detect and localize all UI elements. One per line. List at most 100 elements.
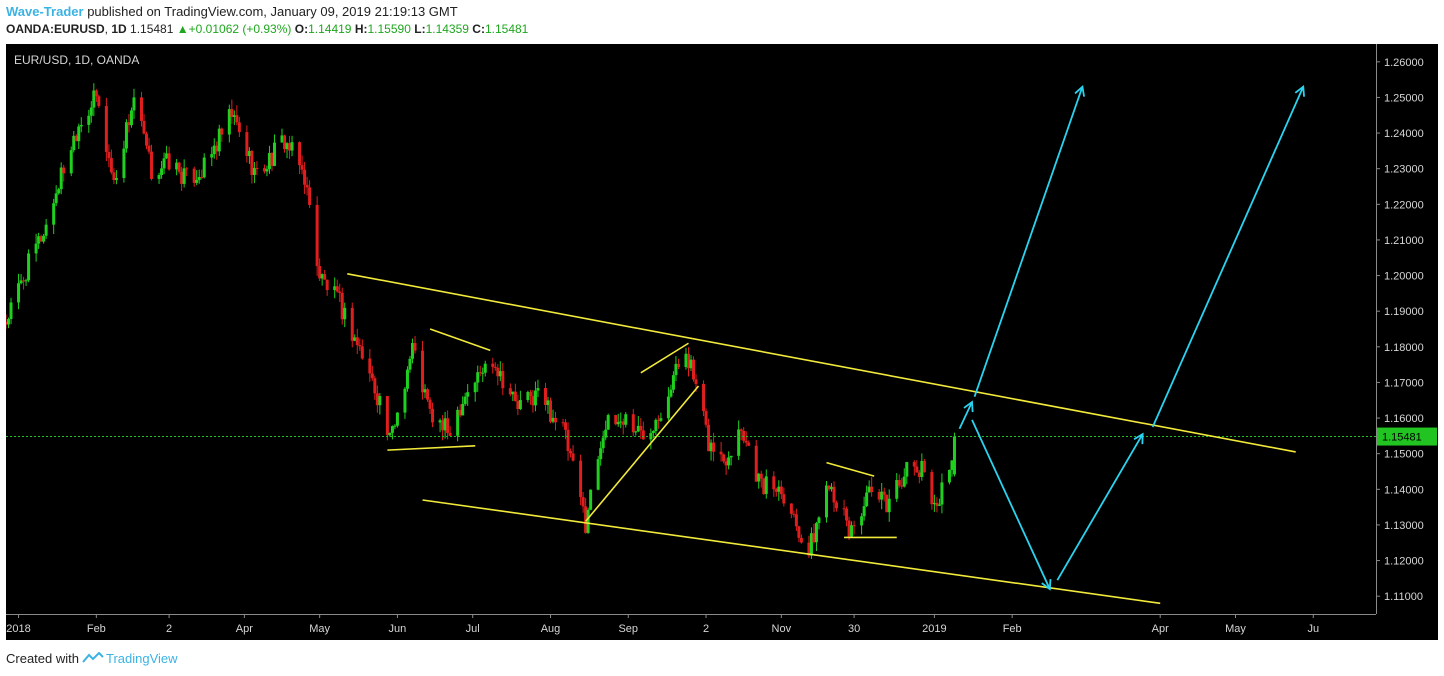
low-value: 1.14359 bbox=[425, 22, 469, 36]
candle-body bbox=[333, 286, 337, 291]
candle-body bbox=[639, 425, 643, 431]
tradingview-link[interactable]: TradingView bbox=[105, 651, 178, 666]
publisher-line: Wave-Trader published on TradingView.com… bbox=[6, 4, 458, 19]
candle-body bbox=[267, 152, 271, 170]
candle bbox=[197, 169, 201, 184]
projection-line bbox=[958, 401, 973, 430]
candle bbox=[824, 481, 828, 523]
candle-body bbox=[165, 153, 169, 159]
candle-body bbox=[408, 358, 412, 370]
price-chart[interactable]: 1.11000 1.12000 1.13000 1.14000 1.15000 1.160… bbox=[4, 44, 1438, 640]
candle-body bbox=[19, 280, 23, 284]
candle bbox=[448, 426, 452, 437]
candle bbox=[325, 279, 329, 296]
candle bbox=[255, 161, 259, 176]
candle-body bbox=[139, 97, 143, 121]
y-tick-label: 1.11000 bbox=[1384, 591, 1423, 603]
candle bbox=[360, 339, 364, 360]
candle bbox=[501, 362, 505, 396]
candle-body bbox=[814, 523, 818, 543]
candle bbox=[285, 142, 289, 159]
candle-body bbox=[335, 286, 339, 292]
candle bbox=[107, 144, 111, 168]
candle-body bbox=[124, 122, 128, 149]
candle-body bbox=[900, 485, 904, 487]
candle-body bbox=[355, 337, 359, 346]
candle bbox=[220, 127, 224, 142]
candle-body bbox=[897, 480, 901, 486]
arrowhead-icon bbox=[1294, 85, 1305, 97]
candle bbox=[368, 349, 372, 382]
candle bbox=[905, 461, 909, 485]
candle bbox=[483, 360, 487, 377]
candle-body bbox=[340, 292, 344, 320]
x-tick-label: Feb bbox=[1003, 623, 1022, 635]
candle bbox=[917, 470, 921, 484]
candle bbox=[343, 302, 347, 328]
candle bbox=[59, 162, 63, 195]
candle bbox=[34, 233, 38, 262]
candle bbox=[634, 430, 638, 436]
candle bbox=[315, 196, 319, 276]
candle bbox=[935, 497, 939, 513]
candle bbox=[97, 94, 101, 108]
candle-body bbox=[395, 412, 399, 426]
candle-body bbox=[114, 178, 118, 180]
candle bbox=[619, 412, 623, 429]
candle-body bbox=[922, 460, 926, 473]
candle bbox=[104, 97, 108, 162]
candle-body bbox=[127, 122, 131, 126]
candle-body bbox=[719, 451, 723, 455]
arrow-projection-1 bbox=[958, 400, 974, 430]
candle bbox=[676, 358, 680, 370]
candle-body bbox=[255, 168, 259, 170]
candle bbox=[862, 496, 866, 521]
candle bbox=[250, 149, 254, 184]
candle-body bbox=[543, 388, 547, 406]
candle bbox=[308, 180, 312, 208]
candle-body bbox=[546, 400, 550, 406]
candle bbox=[656, 415, 660, 429]
candle-body bbox=[162, 158, 166, 169]
candle bbox=[947, 469, 951, 485]
candle bbox=[375, 385, 379, 413]
chart-area[interactable]: 1.11000 1.12000 1.13000 1.14000 1.15000 1.160… bbox=[4, 44, 1438, 640]
candle-body bbox=[405, 369, 409, 389]
candle bbox=[262, 164, 266, 174]
candle-body bbox=[867, 486, 871, 493]
candle-body bbox=[323, 274, 327, 280]
candle-body bbox=[581, 497, 585, 507]
candle bbox=[604, 420, 608, 441]
candle-body bbox=[845, 508, 849, 521]
arrow-projection-5 bbox=[1151, 85, 1305, 428]
up-triangle-icon: ▲ bbox=[176, 22, 189, 36]
candle-body bbox=[353, 337, 357, 341]
candle-body bbox=[689, 359, 693, 369]
candle bbox=[937, 498, 941, 507]
candle bbox=[410, 338, 414, 364]
candle-body bbox=[97, 96, 101, 107]
candle-body bbox=[167, 153, 171, 170]
candle-body bbox=[129, 110, 133, 126]
open-value: 1.14419 bbox=[308, 22, 352, 36]
candle-body bbox=[835, 502, 839, 509]
candle bbox=[902, 468, 906, 488]
candle-body bbox=[315, 204, 319, 267]
candle-body bbox=[641, 430, 645, 440]
candle-body bbox=[270, 152, 274, 166]
candle bbox=[428, 397, 432, 414]
candle bbox=[586, 507, 590, 534]
candle bbox=[950, 459, 954, 477]
candle bbox=[358, 338, 362, 351]
candle bbox=[112, 168, 116, 184]
candle bbox=[814, 521, 818, 552]
candle bbox=[122, 140, 126, 183]
candle-body bbox=[737, 429, 741, 456]
footer: Created with TradingView bbox=[6, 651, 178, 667]
candle-body bbox=[431, 408, 435, 423]
candle bbox=[421, 340, 425, 400]
candle-body bbox=[860, 516, 864, 526]
candle-body bbox=[393, 425, 397, 427]
author-link[interactable]: Wave-Trader bbox=[6, 4, 84, 19]
candle bbox=[601, 430, 605, 453]
